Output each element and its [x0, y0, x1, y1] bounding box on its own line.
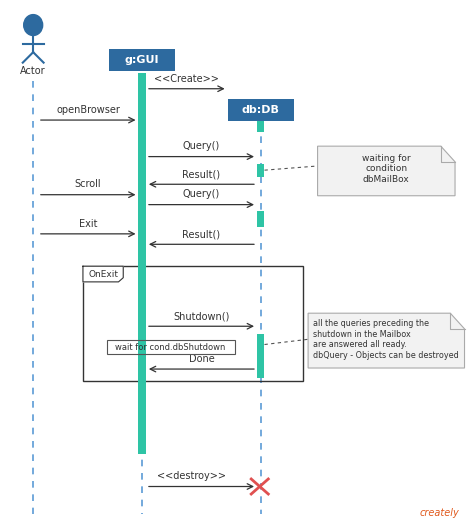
Text: openBrowser: openBrowser — [56, 105, 120, 115]
Bar — [257, 121, 264, 132]
Text: <<Create>>: <<Create>> — [155, 74, 219, 84]
Text: Result(): Result() — [182, 229, 220, 239]
Text: creately: creately — [420, 508, 460, 518]
Text: waiting for
condition
dbMailBox: waiting for condition dbMailBox — [362, 154, 410, 184]
Text: wait for cond.dbShutdown: wait for cond.dbShutdown — [116, 342, 226, 352]
FancyBboxPatch shape — [109, 49, 175, 71]
Text: OnExit: OnExit — [88, 269, 118, 279]
Text: Query(): Query() — [183, 189, 220, 199]
Text: Exit: Exit — [79, 219, 98, 229]
Bar — [83, 266, 303, 381]
Polygon shape — [308, 313, 465, 368]
Polygon shape — [318, 146, 455, 196]
Text: all the queries preceding the
shutdown in the Mailbox
are answered all ready.
db: all the queries preceding the shutdown i… — [313, 319, 458, 360]
Text: Query(): Query() — [183, 141, 220, 151]
Text: db:DB: db:DB — [242, 104, 280, 115]
Polygon shape — [83, 266, 123, 282]
Text: g:GUI: g:GUI — [125, 55, 159, 65]
Bar — [257, 164, 264, 177]
Bar — [257, 211, 264, 227]
Text: Result(): Result() — [182, 169, 220, 179]
Text: <<destroy>>: <<destroy>> — [157, 471, 227, 481]
Text: Shutdown(): Shutdown() — [173, 311, 229, 321]
Text: Scroll: Scroll — [75, 180, 101, 189]
Bar — [138, 73, 146, 454]
Text: Actor: Actor — [20, 66, 46, 76]
Bar — [107, 340, 235, 354]
Text: Done: Done — [189, 354, 214, 364]
Bar — [257, 334, 264, 378]
Circle shape — [24, 15, 43, 35]
FancyBboxPatch shape — [228, 99, 294, 121]
